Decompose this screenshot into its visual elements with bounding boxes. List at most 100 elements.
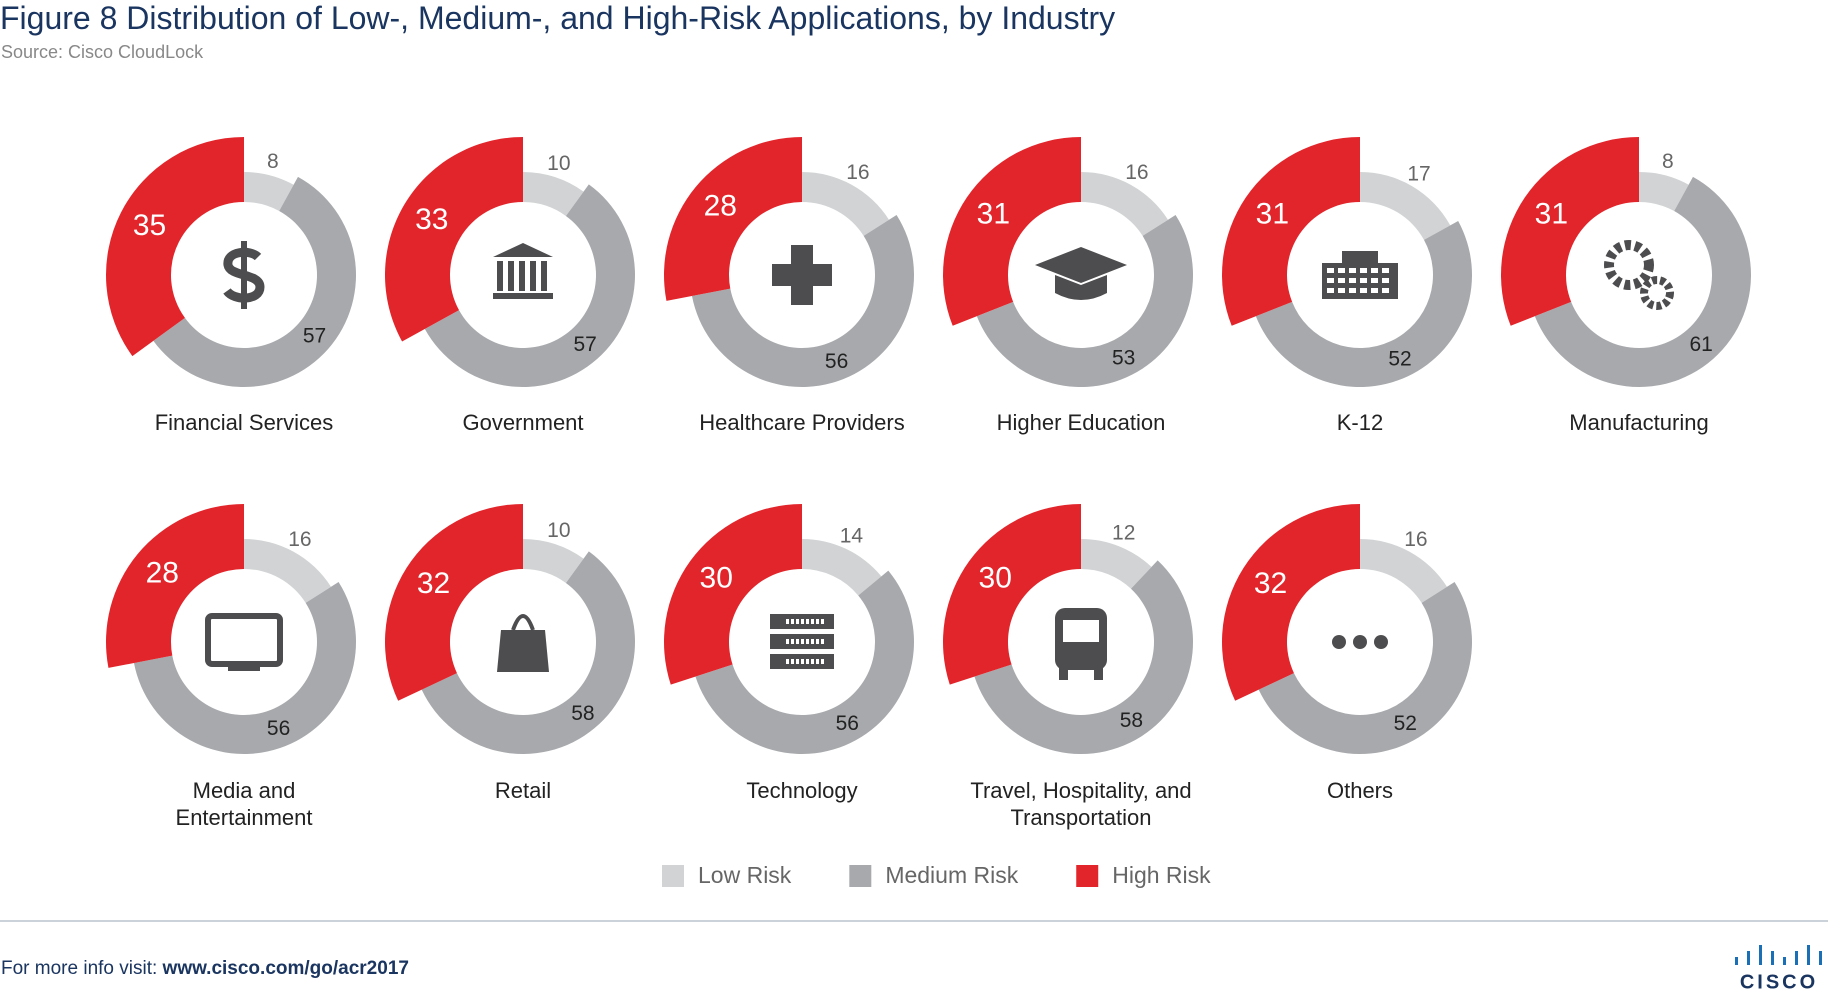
icon: [223, 241, 265, 309]
icon-part: [508, 261, 514, 291]
value-label: 35: [133, 209, 166, 242]
donut-segment: [664, 137, 802, 301]
icon-part: [786, 639, 789, 644]
chart-subtitle: Source: Cisco CloudLock: [1, 42, 204, 62]
icon-part: [821, 639, 824, 644]
footer-text: For more info visit:: [1, 958, 158, 979]
donut-segment: [1221, 137, 1360, 326]
value-label: 61: [1689, 333, 1712, 356]
icon: [205, 613, 283, 671]
value-label: 28: [704, 189, 737, 222]
donut-segment: [385, 504, 523, 701]
icon-part: [1342, 251, 1378, 265]
value-label: 17: [1407, 163, 1430, 186]
icon-part: [1327, 278, 1334, 283]
icon-part: [816, 619, 819, 624]
legend-swatch: [849, 865, 872, 887]
value-label: 52: [1394, 712, 1417, 735]
donut-segment: [691, 214, 915, 388]
donut-segment: [1081, 539, 1152, 589]
category-label: Healthcare Providers: [699, 410, 905, 435]
icon: [1604, 240, 1674, 310]
icon-part: [1353, 635, 1367, 649]
donut-segment: [1222, 504, 1360, 701]
donut-segment: [424, 184, 635, 387]
icon-part: [1349, 288, 1356, 293]
icon-part: [1371, 278, 1378, 283]
donut-segment: [106, 504, 245, 668]
donut-segment: [943, 504, 1081, 685]
donut-segment: [523, 539, 584, 583]
icon-part: [1371, 268, 1378, 273]
icon-part: [1604, 240, 1654, 290]
donut-segment: [695, 570, 915, 754]
category-label: Financial Services: [154, 410, 334, 435]
icon-part: [241, 241, 247, 309]
value-label: 8: [1662, 150, 1674, 173]
logo: CISCO: [1740, 971, 1818, 993]
value-label: 58: [571, 702, 594, 725]
value-label: 56: [836, 712, 859, 735]
icon-part: [811, 659, 814, 664]
icon: [770, 614, 834, 669]
icon-part: [1374, 635, 1388, 649]
icon-part: [1382, 288, 1389, 293]
donut-segment: [421, 551, 635, 754]
donut-segment: [1360, 172, 1451, 240]
donut-segment: [1255, 221, 1472, 387]
icon: [493, 243, 553, 299]
icon: [1035, 247, 1127, 300]
donut-segment: [133, 581, 357, 755]
icon-part: [1055, 275, 1107, 300]
icon-part: [1640, 276, 1674, 310]
icon-part: [801, 639, 804, 644]
icon-part: [772, 264, 832, 286]
icon-part: [796, 639, 799, 644]
category-label: Government: [462, 410, 584, 435]
icon-part: [1338, 278, 1345, 283]
donut-segment: [1639, 172, 1689, 212]
icon: [772, 245, 832, 305]
value-label: 56: [825, 350, 848, 373]
donut-segment: [523, 172, 584, 216]
cisco-bars: [1735, 945, 1822, 965]
donut-segment: [664, 504, 802, 685]
category-label: Others: [1326, 778, 1394, 803]
value-label: 14: [840, 525, 864, 548]
icon-part: [816, 659, 819, 664]
icon-part: [801, 619, 804, 624]
donut-segment: [1501, 137, 1639, 326]
value-label: 10: [547, 519, 570, 542]
donut-segment: [105, 137, 244, 357]
icon-part: [519, 261, 525, 291]
footer: For more info visit: www.cisco.com/go/ac…: [1, 958, 409, 980]
icon-part: [806, 659, 809, 664]
footer-link[interactable]: www.cisco.com/go/acr2017: [162, 958, 409, 979]
donut-segment: [943, 137, 1081, 326]
icon: [1055, 608, 1107, 680]
legend-label: Low Risk: [698, 862, 792, 888]
icon: [497, 614, 549, 672]
icon-part: [530, 261, 536, 291]
icon-part: [497, 630, 549, 672]
icon-part: [493, 243, 553, 257]
icon-part: [1349, 278, 1356, 283]
icon-part: [1035, 247, 1127, 283]
icon-part: [1332, 635, 1346, 649]
icon-part: [811, 619, 814, 624]
icon-part: [821, 619, 824, 624]
value-label: 32: [1254, 567, 1287, 600]
value-label: 57: [303, 325, 326, 348]
value-label: 30: [700, 562, 733, 595]
category-label: K-12: [1336, 410, 1384, 435]
icon-part: [791, 619, 794, 624]
value-label: 8: [267, 150, 279, 173]
icon-part: [1059, 668, 1068, 680]
value-label: 31: [1256, 197, 1289, 230]
category-label: Retail: [494, 778, 552, 803]
donut-segment: [1081, 172, 1168, 236]
value-label: 16: [288, 528, 311, 551]
value-label: 52: [1388, 348, 1411, 371]
